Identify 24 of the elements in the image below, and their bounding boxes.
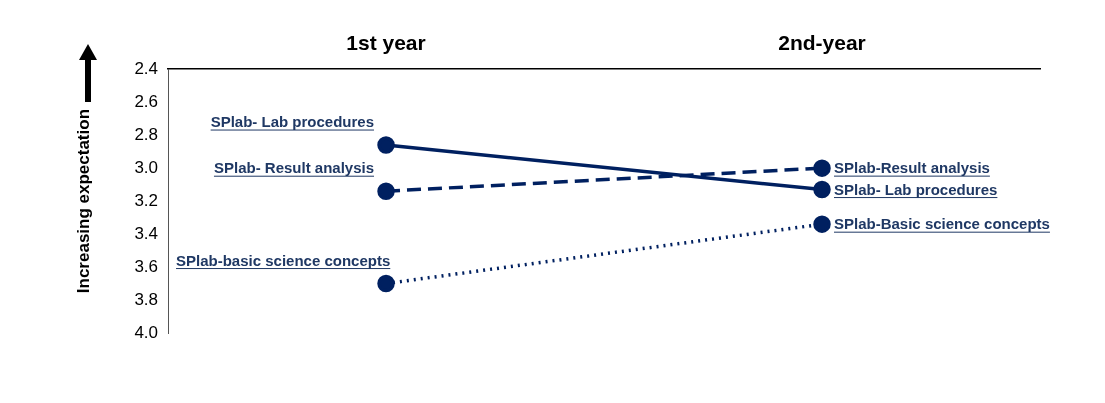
point [813, 159, 831, 177]
annotation: SPlab-basic science concepts [176, 251, 391, 269]
point [377, 182, 395, 200]
y-tick-label: 2.4 [134, 58, 159, 78]
point [377, 136, 395, 154]
annotation: SPlab- Lab procedures [834, 180, 998, 198]
point [377, 274, 395, 293]
annotation: SPlab- Result analysis [213, 159, 375, 177]
point [813, 215, 831, 233]
annotation: SPlab- Lab procedures [210, 113, 375, 131]
x-tick-label: 1st year [346, 31, 426, 55]
x-tick-label: 2nd-year [778, 31, 866, 55]
y-tick-label: 3.4 [134, 223, 159, 243]
y-tick-label: 4.0 [134, 322, 159, 342]
annotation: SPlab-Result analysis [834, 159, 990, 177]
y-tick-label: 3.8 [134, 289, 159, 309]
y-tick-label: 2.8 [134, 124, 159, 144]
y-tick-label: 3.0 [134, 157, 159, 177]
y-tick-label: 3.2 [134, 190, 159, 210]
y-tick-label: 3.6 [134, 256, 159, 276]
annotation: SPlab-Basic science concepts [834, 215, 1050, 233]
y-axis-title: Increasing expectation [73, 108, 93, 294]
y-tick-label: 2.6 [134, 91, 159, 111]
point [813, 180, 831, 199]
